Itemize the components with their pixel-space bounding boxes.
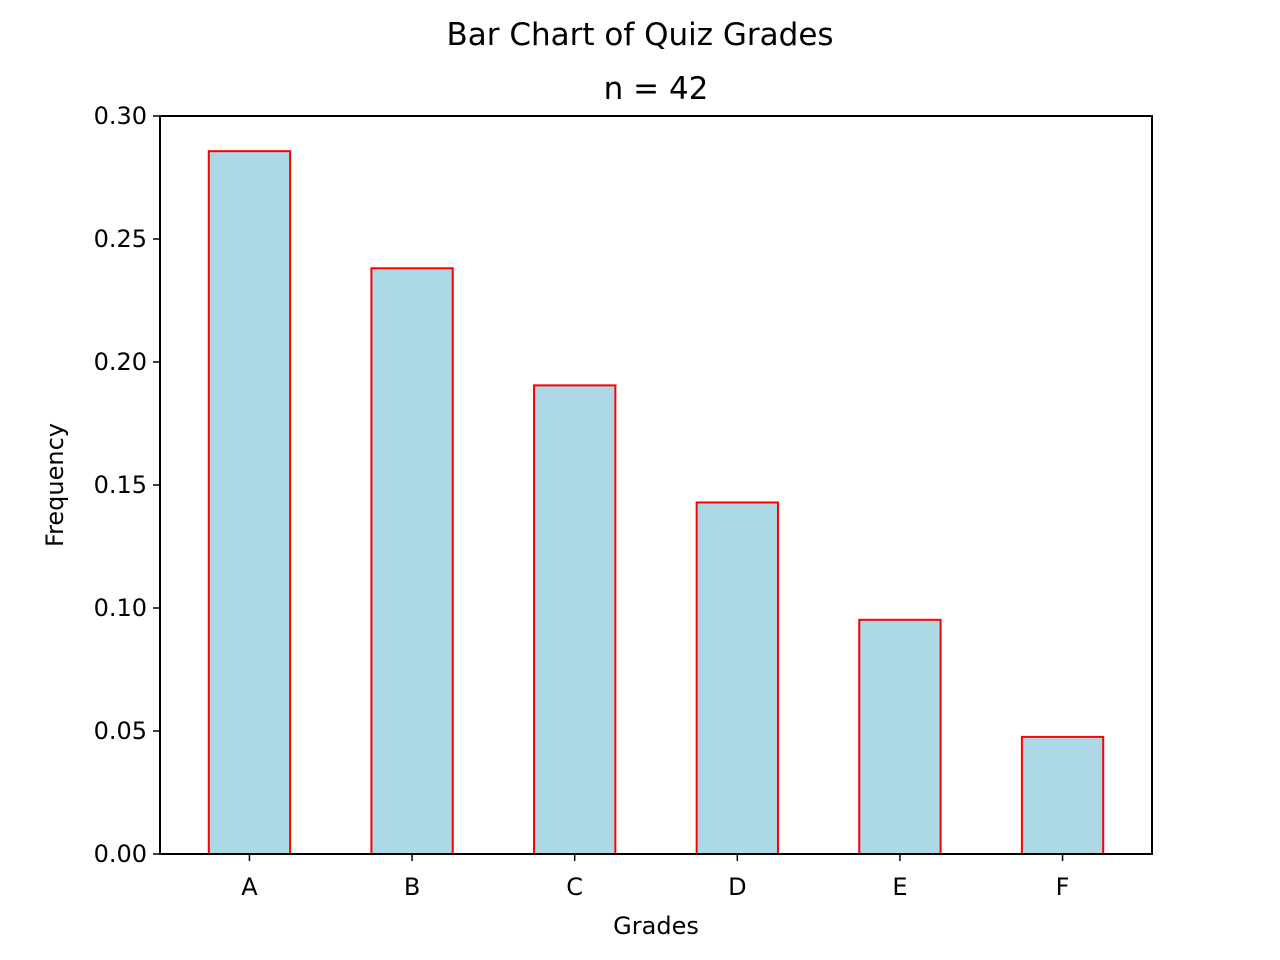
y-tick-label: 0.10: [94, 594, 147, 622]
x-tick-label: B: [404, 873, 420, 901]
chart-subtitle: n = 42: [604, 71, 709, 107]
y-tick-label: 0.15: [94, 471, 147, 499]
x-tick-label: F: [1056, 873, 1070, 901]
bar-d: [695, 501, 779, 855]
y-tick-label: 0.05: [94, 717, 147, 745]
x-tick-label: A: [241, 873, 258, 901]
chart-title: Bar Chart of Quiz Grades: [446, 17, 833, 53]
y-tick-label: 0.25: [94, 225, 147, 253]
x-axis-ticks: A B C D E F: [241, 854, 1069, 901]
x-tick-label: D: [728, 873, 746, 901]
bar-b: [370, 267, 454, 855]
bars-group: [207, 150, 1105, 856]
bar-a: [207, 150, 292, 856]
y-tick-label: 0.20: [94, 348, 147, 376]
x-axis-label: Grades: [613, 912, 699, 940]
y-tick-label: 0.30: [94, 102, 147, 130]
bar-c: [533, 384, 617, 855]
bar-e: [858, 618, 942, 855]
plot-area-frame: [159, 115, 1153, 855]
bar-f: [1020, 735, 1105, 855]
y-axis-ticks: 0.00 0.05 0.10 0.15 0.20 0.25 0.30: [94, 102, 160, 868]
y-tick-label: 0.00: [94, 840, 147, 868]
y-axis-label: Frequency: [41, 423, 69, 547]
x-tick-label: E: [892, 873, 907, 901]
x-tick-label: C: [566, 873, 583, 901]
